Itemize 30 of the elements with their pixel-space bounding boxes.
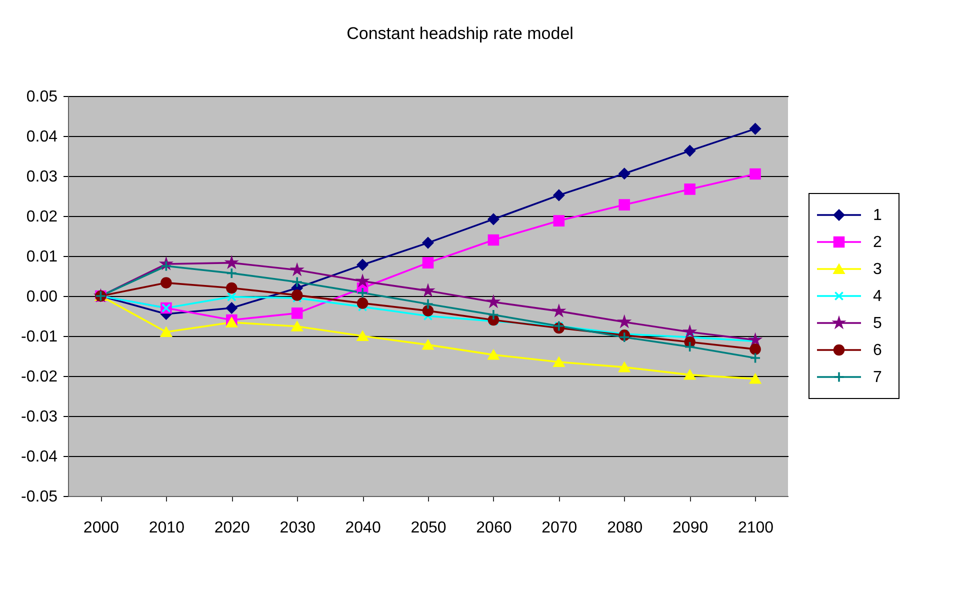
y-tick-label: -0.04: [21, 448, 58, 466]
x-tick-label: 2030: [280, 520, 316, 536]
legend-label: 3: [873, 261, 882, 278]
x-tick-label: 2050: [410, 520, 446, 536]
x-tick-label: 2060: [476, 520, 512, 536]
y-tick-label: 0.02: [26, 208, 58, 226]
chart-title: Constant headship rate model: [346, 24, 574, 43]
y-tick-label: 0.01: [26, 248, 58, 266]
x-tick-label: 2010: [148, 520, 185, 536]
y-tick-label: 0.05: [26, 88, 58, 106]
legend-label: 6: [873, 342, 882, 359]
y-tick-label: -0.01: [21, 328, 58, 346]
x-tick-label: 2070: [542, 520, 578, 536]
y-tick-label: 0.00: [26, 288, 58, 306]
legend-label: 4: [873, 288, 882, 305]
x-tick-label: 2020: [214, 520, 250, 536]
y-tick-label: -0.05: [21, 488, 58, 506]
x-tick-label: 2000: [83, 520, 120, 536]
x-tick-label: 2080: [607, 520, 643, 536]
x-tick-label: 2100: [738, 520, 774, 536]
y-tick-label: 0.04: [26, 128, 58, 146]
y-tick-label: 0.03: [26, 168, 58, 186]
legend-label: 5: [873, 315, 882, 332]
x-tick-label: 2040: [345, 520, 381, 536]
legend-label: 1: [873, 207, 882, 224]
legend-label: 2: [873, 234, 882, 251]
x-tick-label: 2090: [672, 520, 708, 536]
y-tick-label: -0.02: [21, 368, 58, 386]
y-tick-label: -0.03: [21, 408, 58, 426]
legend-label: 7: [873, 369, 882, 386]
